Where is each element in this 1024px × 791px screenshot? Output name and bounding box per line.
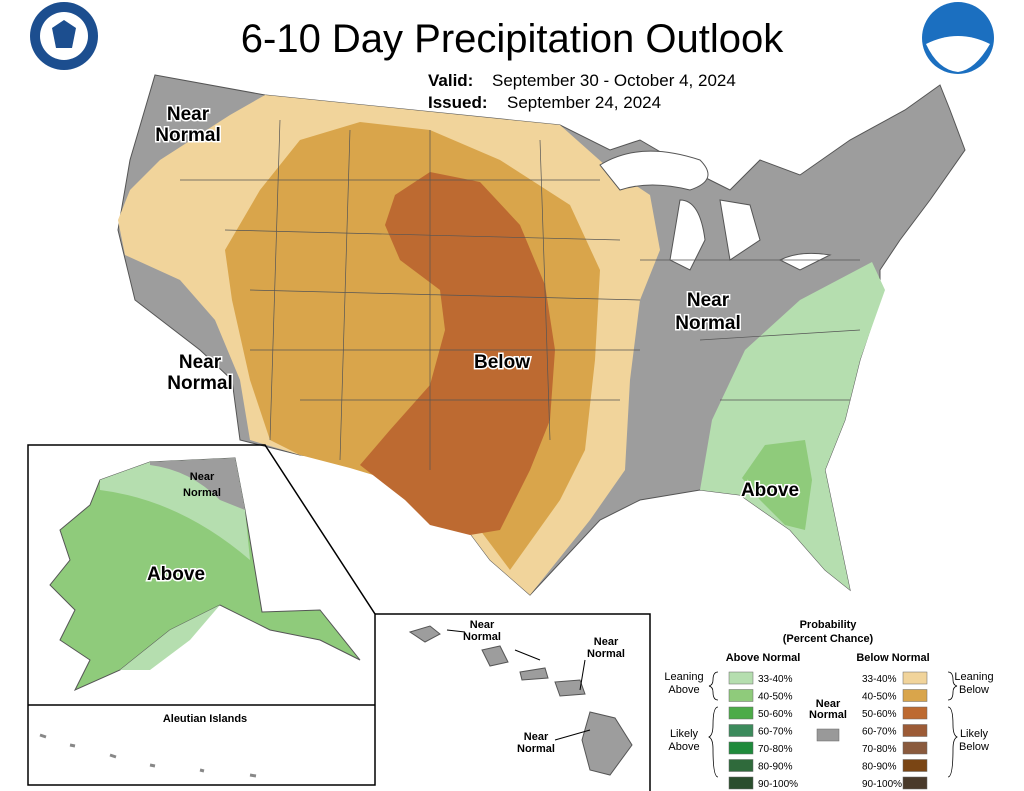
high-below-area <box>360 172 555 535</box>
region-label: Below <box>474 352 530 373</box>
legend-below-header: Below Normal <box>856 652 929 664</box>
legend-above-header: Above Normal <box>726 652 801 664</box>
legend-range: 50-60% <box>758 709 793 720</box>
legend-range: 80-90% <box>758 762 793 773</box>
legend-group: Leaning <box>664 671 703 683</box>
region-label: Near Normal <box>675 290 740 334</box>
region-label: Near Normal <box>167 352 232 394</box>
legend-swatch <box>728 706 754 720</box>
hawaii-label: Near Normal <box>587 636 625 660</box>
valid-dates: September 30 - October 4, 2024 <box>492 71 736 90</box>
legend-range: 60-70% <box>758 727 793 738</box>
legend-swatch <box>902 706 928 720</box>
legend-range: 50-60% <box>862 709 897 720</box>
alaska-near-normal <box>150 458 245 510</box>
moderate-above-area <box>742 440 812 530</box>
issued-label: Issued: <box>428 93 488 112</box>
legend-range: 40-50% <box>758 692 793 703</box>
legend-group: Leaning <box>954 671 993 683</box>
legend-group: Likely <box>670 728 699 740</box>
legend-near: Near Normal <box>809 698 847 721</box>
legend-swatch <box>816 728 840 742</box>
legend-swatch <box>728 671 754 685</box>
alaska-label: Near Normal <box>183 471 221 499</box>
legend-range: 80-90% <box>862 762 897 773</box>
legend-group: Above <box>668 741 699 753</box>
alaska-label: Above <box>147 564 205 585</box>
region-label: Above <box>741 480 799 501</box>
legend-swatch <box>728 741 754 755</box>
noaa-logo <box>922 2 994 74</box>
legend-swatch <box>902 724 928 737</box>
legend-swatch <box>728 689 754 702</box>
hawaii-frame <box>375 613 651 791</box>
great-lakes <box>599 150 832 271</box>
legend-braces <box>708 671 958 778</box>
valid-label: Valid: <box>428 71 473 90</box>
hawaii-label: Near Normal <box>463 619 501 643</box>
leader-lines <box>446 629 591 741</box>
legend-swatch <box>728 759 754 772</box>
legend-range: 33-40% <box>758 674 793 685</box>
legend-range: 70-80% <box>758 744 793 755</box>
legend-range: 60-70% <box>862 727 897 738</box>
legend: Probability (Percent Chance) Above Normal… <box>664 619 993 790</box>
legend-range: 90-100% <box>862 779 902 790</box>
aleutian-islands <box>39 733 257 778</box>
legend-swatch <box>902 671 928 685</box>
legend-group: Below <box>959 684 989 696</box>
aleutian-label: Aleutian Islands <box>163 713 247 725</box>
legend-swatch <box>902 741 928 755</box>
doc-seal <box>30 2 98 70</box>
alaska-frame <box>27 444 376 786</box>
hawaii-label: Near Normal <box>517 731 555 755</box>
legend-group: Above <box>668 684 699 696</box>
title: 6-10 Day Precipitation Outlook <box>241 17 785 61</box>
leaning-above-area <box>700 262 885 590</box>
legend-title: Probability (Percent Chance) <box>783 619 874 645</box>
conus <box>117 74 966 596</box>
state-lines <box>180 119 861 470</box>
legend-swatch <box>902 689 928 702</box>
legend-range: 40-50% <box>862 692 897 703</box>
region-label: Near Normal <box>155 104 220 146</box>
legend-swatch <box>902 776 928 790</box>
legend-group: Below <box>959 741 989 753</box>
hawaii-islands <box>408 625 633 776</box>
legend-range: 70-80% <box>862 744 897 755</box>
issued-date: September 24, 2024 <box>507 93 661 112</box>
legend-group: Likely <box>960 728 989 740</box>
legend-swatch <box>728 776 754 790</box>
legend-swatch <box>902 759 928 772</box>
legend-swatch <box>728 724 754 737</box>
legend-range: 90-100% <box>758 779 798 790</box>
alaska-peninsula <box>120 605 220 670</box>
legend-range: 33-40% <box>862 674 897 685</box>
